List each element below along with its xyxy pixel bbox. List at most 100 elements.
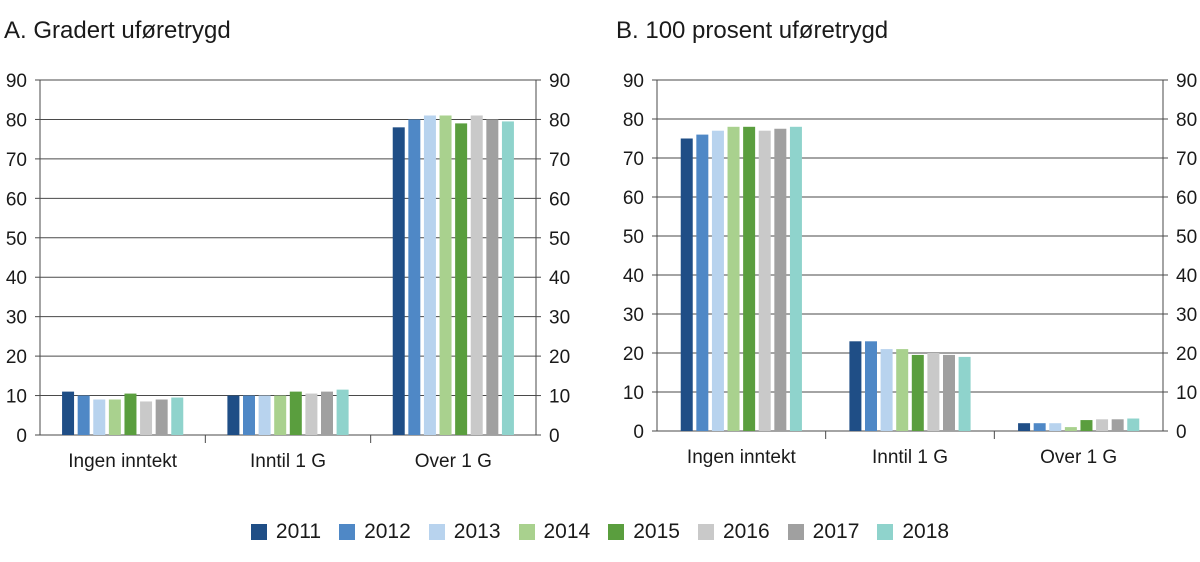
y-tick-label-right: 20 <box>549 347 570 368</box>
y-tick-label-left: 0 <box>16 426 27 447</box>
bar-2013 <box>880 349 893 431</box>
y-tick-label-right: 60 <box>1176 188 1197 209</box>
bar-2015 <box>124 393 137 435</box>
x-category-label: Over 1 G <box>1040 447 1117 468</box>
y-tick-label-right: 0 <box>549 426 560 447</box>
bar-2018 <box>336 389 349 435</box>
y-tick-label-left: 50 <box>623 227 644 248</box>
legend-label: 2013 <box>453 520 501 543</box>
bar-2017 <box>943 354 955 431</box>
bar-2012 <box>408 119 421 435</box>
bar-2015 <box>455 123 468 435</box>
y-tick-label-right: 70 <box>1176 149 1197 170</box>
legend-label: 2014 <box>543 520 591 543</box>
y-tick-label-left: 30 <box>6 308 27 329</box>
bar-2013 <box>258 395 271 435</box>
bar-2017 <box>321 391 333 435</box>
y-tick-label-left: 20 <box>6 347 27 368</box>
bar-2013 <box>711 130 724 431</box>
bar-2011 <box>849 341 862 431</box>
legend-swatch <box>250 524 267 540</box>
bar-2013 <box>423 115 436 435</box>
bar-2012 <box>865 341 877 431</box>
legend-item-2014: 2014 <box>518 520 591 544</box>
y-tick-label-right: 70 <box>549 150 570 171</box>
bar-2014 <box>727 126 740 432</box>
legend: 2011 2012 2013 2014 2015 2016 2017 2018 <box>0 520 1200 544</box>
legend-label: 2018 <box>902 520 950 543</box>
bar-2014 <box>274 395 287 435</box>
bar-2011 <box>227 395 240 435</box>
bar-2012 <box>243 395 255 435</box>
y-tick-label-right: 40 <box>1176 266 1197 287</box>
chart-panel-a: A. Gradert uføretrygd 0 0 10 10 20 20 30 30 40 40 5… <box>4 17 570 472</box>
chart-panel-b: B. 100 prosent uføretrygd 0 0 10 10 20 20 30 30 4… <box>616 17 1197 468</box>
x-category-label: Over 1 G <box>415 451 492 472</box>
x-category-label: Inntil 1 G <box>872 447 948 468</box>
legend-swatch <box>428 524 445 540</box>
bar-2016 <box>758 130 771 431</box>
legend-item-2017: 2017 <box>787 520 860 544</box>
bar-2015 <box>1080 420 1093 431</box>
bar-2013 <box>1049 423 1062 431</box>
bar-2017 <box>155 399 168 435</box>
legend-item-2018: 2018 <box>877 520 949 544</box>
y-tick-label-left: 40 <box>623 266 644 287</box>
y-tick-label-left: 50 <box>6 229 27 250</box>
legend-label: 2016 <box>722 520 770 543</box>
legend-swatch <box>697 524 714 540</box>
y-tick-label-left: 90 <box>623 71 644 92</box>
y-tick-label-right: 80 <box>549 110 570 131</box>
y-tick-label-right: 80 <box>1176 110 1197 131</box>
bar-2011 <box>680 138 693 431</box>
chart-title: B. 100 prosent uføretrygd <box>616 17 888 44</box>
y-tick-label-right: 50 <box>549 229 570 250</box>
bar-2013 <box>93 399 106 435</box>
bar-2014 <box>1064 427 1077 431</box>
y-tick-label-right: 30 <box>549 308 570 329</box>
bar-2016 <box>1096 419 1109 431</box>
bar-2017 <box>774 128 787 431</box>
legend-item-2013: 2013 <box>428 520 501 544</box>
y-tick-label-right: 60 <box>549 189 570 210</box>
legend-item-2011: 2011 <box>250 520 322 544</box>
bar-2011 <box>392 127 405 435</box>
bar-2016 <box>927 353 940 431</box>
legend-label: 2011 <box>275 520 322 543</box>
y-tick-label-left: 0 <box>633 422 644 443</box>
bar-2016 <box>305 393 318 435</box>
y-tick-label-right: 40 <box>549 268 570 289</box>
x-category-label: Ingen inntekt <box>68 451 178 472</box>
y-tick-label-right: 90 <box>1176 71 1197 92</box>
bar-2018 <box>501 121 514 436</box>
y-tick-label-right: 90 <box>549 71 570 92</box>
bar-2015 <box>289 391 302 435</box>
legend-swatch <box>518 524 535 540</box>
y-tick-label-left: 40 <box>6 268 27 289</box>
bar-2018 <box>171 397 184 435</box>
y-tick-label-right: 10 <box>1176 383 1197 404</box>
y-tick-label-right: 30 <box>1176 305 1197 326</box>
x-category-label: Ingen inntekt <box>687 447 797 468</box>
y-tick-label-right: 50 <box>1176 227 1197 248</box>
legend-item-2012: 2012 <box>339 520 411 544</box>
bar-2012 <box>77 395 90 435</box>
bar-2018 <box>789 126 802 432</box>
legend-swatch <box>787 524 804 540</box>
bar-2014 <box>439 115 452 435</box>
y-tick-label-right: 20 <box>1176 344 1197 365</box>
y-tick-label-left: 60 <box>623 188 644 209</box>
x-category-label: Inntil 1 G <box>250 451 326 472</box>
y-tick-label-left: 90 <box>6 71 27 92</box>
bar-2017 <box>1111 419 1124 431</box>
bar-2016 <box>470 115 483 435</box>
bar-2014 <box>896 349 909 431</box>
legend-item-2015: 2015 <box>608 520 680 544</box>
bar-2017 <box>486 119 499 435</box>
legend-label: 2017 <box>812 520 860 543</box>
y-tick-label-left: 60 <box>6 189 27 210</box>
y-tick-label-left: 70 <box>6 150 27 171</box>
bar-2014 <box>108 399 121 435</box>
bar-2012 <box>696 134 709 431</box>
